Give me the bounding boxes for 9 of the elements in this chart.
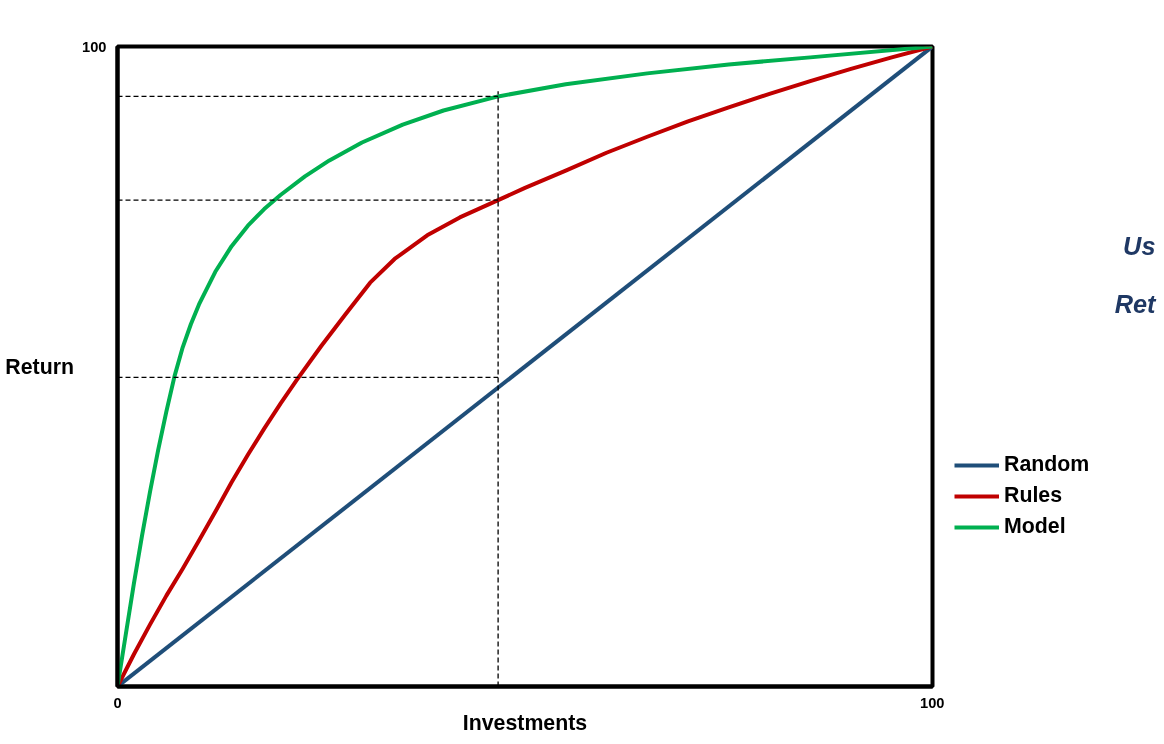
x-tick-label: 0 xyxy=(113,694,122,711)
text: Us xyxy=(1123,231,1156,260)
x-axis-title: Investments xyxy=(462,710,588,735)
legend-label: Rules xyxy=(1004,483,1063,508)
text: 100 xyxy=(82,38,107,55)
legend-label: Model xyxy=(1004,514,1066,539)
text: Ret xyxy=(1114,289,1158,318)
legend-label: Random xyxy=(1004,452,1090,477)
y-axis-title: Return xyxy=(5,354,75,379)
